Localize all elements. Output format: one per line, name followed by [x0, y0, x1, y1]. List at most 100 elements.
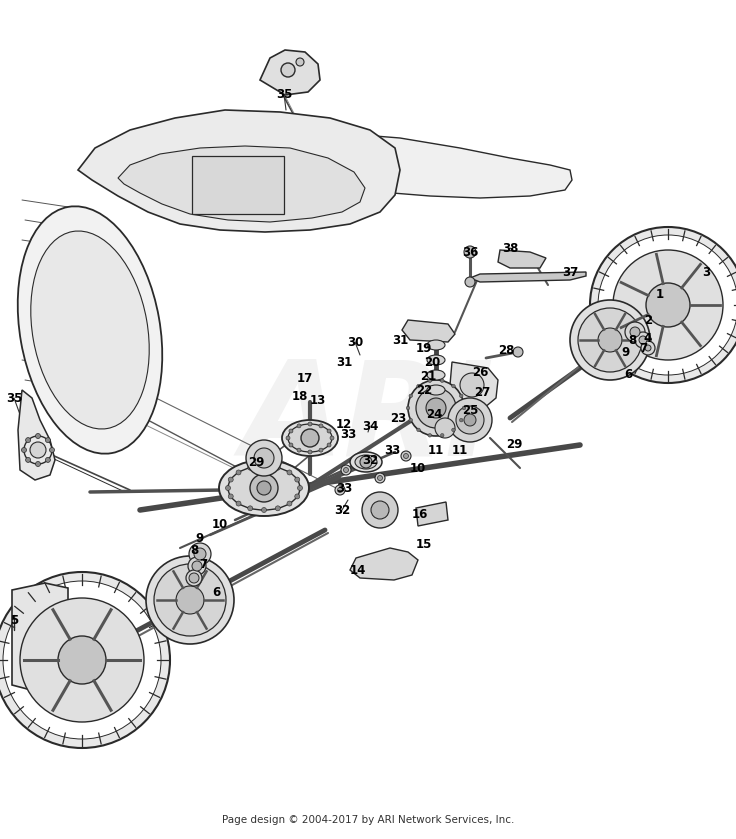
Circle shape — [401, 451, 411, 461]
Text: 9: 9 — [196, 531, 204, 545]
Circle shape — [625, 322, 645, 342]
Text: 30: 30 — [347, 336, 363, 348]
Polygon shape — [18, 390, 55, 480]
Circle shape — [417, 428, 420, 432]
Circle shape — [465, 277, 475, 287]
Circle shape — [3, 581, 161, 739]
Polygon shape — [416, 502, 448, 526]
Polygon shape — [350, 548, 418, 580]
Ellipse shape — [228, 466, 300, 510]
Text: 8: 8 — [628, 333, 636, 347]
Text: 7: 7 — [639, 341, 647, 355]
Circle shape — [335, 485, 345, 495]
Ellipse shape — [427, 340, 445, 350]
Text: 6: 6 — [212, 586, 220, 598]
Circle shape — [460, 373, 484, 397]
Circle shape — [513, 347, 523, 357]
Circle shape — [338, 487, 342, 492]
Polygon shape — [12, 583, 68, 695]
Circle shape — [176, 586, 204, 614]
Circle shape — [344, 467, 349, 472]
Text: 12: 12 — [336, 418, 352, 430]
Circle shape — [327, 429, 331, 433]
Polygon shape — [470, 272, 586, 282]
Circle shape — [378, 476, 383, 481]
Text: 34: 34 — [362, 420, 378, 432]
Text: 10: 10 — [410, 461, 426, 475]
Text: 24: 24 — [426, 408, 442, 420]
Ellipse shape — [427, 385, 445, 395]
Circle shape — [35, 461, 40, 466]
Circle shape — [225, 486, 230, 491]
Circle shape — [409, 419, 413, 422]
Circle shape — [371, 501, 389, 519]
Circle shape — [287, 470, 292, 475]
Circle shape — [188, 557, 206, 575]
Circle shape — [578, 308, 642, 372]
Circle shape — [289, 443, 293, 447]
Text: 14: 14 — [350, 564, 367, 576]
Circle shape — [35, 434, 40, 439]
Circle shape — [46, 438, 50, 443]
Circle shape — [452, 384, 456, 388]
Text: 1: 1 — [656, 289, 664, 301]
Circle shape — [287, 501, 292, 506]
Text: 27: 27 — [474, 385, 490, 399]
Text: 13: 13 — [310, 393, 326, 407]
Circle shape — [448, 398, 492, 442]
Circle shape — [590, 227, 736, 383]
Polygon shape — [260, 50, 320, 95]
Circle shape — [228, 477, 233, 482]
Circle shape — [360, 456, 372, 468]
Ellipse shape — [288, 424, 332, 452]
Circle shape — [21, 447, 26, 452]
Circle shape — [294, 477, 300, 482]
Text: 21: 21 — [420, 369, 436, 383]
Text: 38: 38 — [502, 242, 518, 254]
Circle shape — [630, 327, 640, 337]
Circle shape — [598, 235, 736, 375]
Circle shape — [275, 465, 280, 470]
Circle shape — [250, 474, 278, 502]
Circle shape — [297, 424, 301, 428]
Text: Page design © 2004-2017 by ARI Network Services, Inc.: Page design © 2004-2017 by ARI Network S… — [222, 815, 514, 825]
Circle shape — [296, 58, 304, 66]
Circle shape — [330, 436, 334, 440]
Text: 4: 4 — [644, 331, 652, 345]
Circle shape — [189, 543, 211, 565]
Circle shape — [154, 564, 226, 636]
Text: 23: 23 — [390, 411, 406, 425]
Text: 32: 32 — [334, 503, 350, 517]
Circle shape — [289, 429, 293, 433]
Circle shape — [146, 556, 234, 644]
Circle shape — [228, 494, 233, 499]
Text: 31: 31 — [392, 333, 408, 347]
Circle shape — [319, 424, 323, 428]
Circle shape — [440, 379, 444, 383]
Text: ARI: ARI — [241, 356, 495, 483]
Text: 36: 36 — [461, 246, 478, 258]
Circle shape — [570, 300, 650, 380]
Circle shape — [464, 246, 476, 258]
Polygon shape — [78, 110, 400, 232]
Circle shape — [248, 465, 252, 470]
Circle shape — [58, 636, 106, 684]
Polygon shape — [402, 320, 455, 342]
Circle shape — [186, 570, 202, 586]
Circle shape — [426, 398, 446, 418]
Circle shape — [189, 573, 199, 583]
Text: 31: 31 — [336, 356, 352, 368]
Circle shape — [464, 414, 476, 426]
Circle shape — [30, 442, 46, 458]
Text: 28: 28 — [498, 343, 514, 357]
Circle shape — [294, 494, 300, 499]
Ellipse shape — [282, 420, 338, 456]
Text: 33: 33 — [336, 482, 352, 494]
Ellipse shape — [18, 206, 162, 454]
Circle shape — [362, 492, 398, 528]
Circle shape — [459, 419, 463, 422]
Circle shape — [440, 434, 444, 437]
Circle shape — [646, 283, 690, 327]
Circle shape — [236, 470, 241, 475]
Circle shape — [641, 341, 655, 355]
